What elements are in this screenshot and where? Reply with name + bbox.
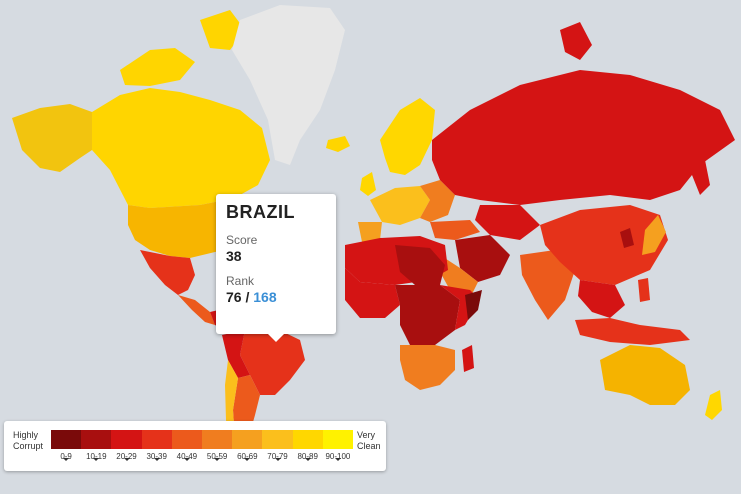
country-tooltip: BRAZIL Score 38 Rank 76 / 168 [216, 194, 336, 342]
legend-swatch-7 [262, 430, 293, 449]
legend-range-label: 20-29 [116, 452, 137, 461]
legend-range-label: 0-9 [60, 452, 72, 461]
country-middle-east[interactable] [455, 235, 510, 282]
score-legend: Highly Corrupt 0-9 10-19 20-29 30-39 40-49 50… [4, 421, 386, 471]
country-canada-arctic[interactable] [120, 48, 195, 86]
legend-range-label: 60-69 [237, 452, 258, 461]
country-uk[interactable] [360, 172, 376, 196]
country-iberia[interactable] [358, 222, 382, 242]
legend-tick-mark [172, 448, 202, 466]
tooltip-rank: 76 [226, 289, 242, 305]
legend-range-label: 30-39 [146, 452, 167, 461]
tooltip-score-value: 38 [226, 248, 242, 264]
country-western-europe[interactable] [370, 186, 430, 225]
country-central-asia[interactable] [475, 205, 540, 240]
country-new-zealand[interactable] [705, 390, 722, 420]
tooltip-rank-total: 168 [253, 289, 277, 305]
legend-range-label: 10-19 [86, 452, 107, 461]
tooltip-pointer [268, 334, 284, 342]
legend-swatch-0 [51, 430, 82, 449]
legend-tick-mark [293, 448, 323, 466]
country-southeast-asia[interactable] [578, 280, 625, 318]
country-brazil[interactable] [240, 328, 305, 395]
country-korea[interactable] [620, 228, 634, 248]
legend-swatch-4 [171, 430, 203, 449]
tooltip-country-name: BRAZIL [226, 202, 295, 222]
country-canada[interactable] [92, 88, 270, 208]
country-peru-bolivia[interactable] [222, 330, 250, 378]
country-iceland[interactable] [326, 136, 350, 152]
legend-tick-mark [111, 448, 141, 466]
country-russia[interactable] [432, 70, 735, 205]
legend-tick-mark [142, 448, 172, 466]
country-mexico[interactable] [140, 250, 195, 295]
country-central-africa[interactable] [395, 285, 460, 345]
legend-right-label-line2: Clean [357, 441, 381, 451]
legend-left-label-line1: Highly [13, 430, 39, 440]
tooltip-rank-separator: / [241, 289, 254, 305]
legend-swatch-9 [322, 430, 354, 449]
country-somalia[interactable] [465, 290, 482, 320]
legend-right-label: Very Clean [357, 430, 381, 452]
country-turkey[interactable] [430, 220, 480, 240]
country-central-america[interactable] [178, 295, 215, 325]
country-japan[interactable] [642, 215, 666, 255]
country-alaska[interactable] [12, 104, 92, 172]
tooltip-score-label: Score [226, 233, 258, 247]
legend-swatch-1 [81, 430, 112, 449]
legend-range-label: 70-79 [267, 452, 288, 461]
country-madagascar[interactable] [462, 345, 474, 372]
country-russia-chukotka[interactable] [690, 160, 710, 195]
country-libya-sudan[interactable] [395, 245, 445, 285]
legend-range-label: 80-89 [297, 452, 318, 461]
country-canada-island[interactable] [200, 10, 245, 50]
legend-tick-mark [81, 448, 111, 466]
legend-range-label: 90-100 [325, 452, 351, 461]
legend-tick-mark [202, 448, 232, 466]
country-russia-far-east[interactable] [560, 22, 592, 60]
legend-left-label: Highly Corrupt [13, 430, 43, 452]
country-greenland [232, 5, 345, 165]
country-philippines[interactable] [638, 278, 650, 302]
legend-tick-mark [51, 448, 81, 466]
country-china[interactable] [540, 205, 668, 285]
legend-range-label: 40-49 [176, 452, 198, 461]
country-scandinavia[interactable] [380, 98, 435, 175]
legend-swatch-5 [202, 430, 233, 449]
legend-swatch-6 [232, 430, 263, 449]
legend-range-label: 50-59 [206, 452, 228, 461]
legend-swatch-3 [141, 430, 172, 449]
legend-range-labels: 0-9 10-19 20-29 30-39 40-49 50-59 60-69 70-79 80… [51, 452, 353, 461]
country-eastern-europe[interactable] [420, 180, 455, 222]
legend-tick-mark [323, 448, 353, 466]
country-west-africa[interactable] [345, 268, 400, 318]
tooltip-rank-value: 76 / 168 [226, 289, 326, 305]
legend-tick-marks [51, 448, 353, 466]
country-australia[interactable] [600, 345, 690, 405]
legend-swatch-8 [292, 430, 323, 449]
country-indonesia[interactable] [575, 318, 690, 345]
country-india[interactable] [520, 250, 575, 320]
legend-swatch-2 [111, 430, 142, 449]
legend-right-label-line1: Very [357, 430, 376, 440]
legend-color-scale [51, 430, 354, 449]
legend-left-label-line2: Corrupt [13, 441, 44, 451]
country-southern-africa[interactable] [400, 345, 455, 390]
legend-tick-mark [262, 448, 292, 466]
legend-tick-mark [232, 448, 262, 466]
tooltip-rank-label: Rank [226, 274, 255, 288]
